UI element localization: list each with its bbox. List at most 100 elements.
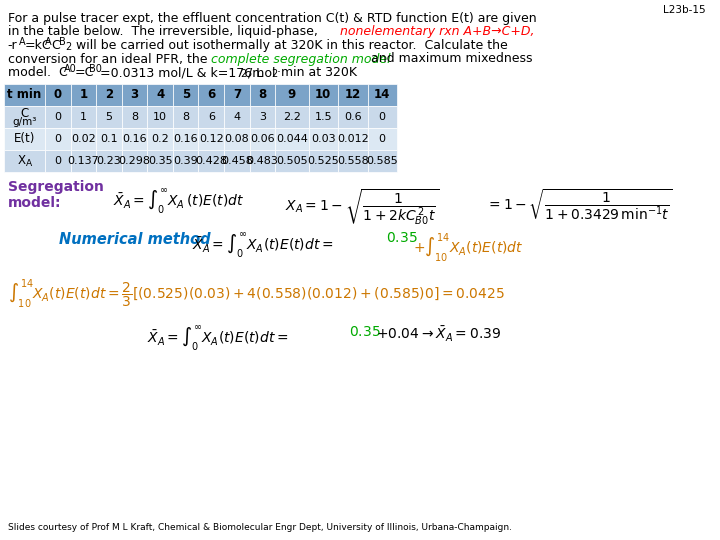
FancyBboxPatch shape: [96, 84, 122, 105]
FancyBboxPatch shape: [338, 127, 367, 150]
Text: $\bar{X}_A = \int_0^\infty X_A(t)E(t)dt = $: $\bar{X}_A = \int_0^\infty X_A(t)E(t)dt …: [148, 325, 289, 354]
FancyBboxPatch shape: [367, 150, 397, 172]
FancyBboxPatch shape: [338, 105, 367, 127]
FancyBboxPatch shape: [224, 150, 250, 172]
FancyBboxPatch shape: [122, 84, 148, 105]
FancyBboxPatch shape: [45, 127, 71, 150]
Text: 5: 5: [106, 111, 112, 122]
FancyBboxPatch shape: [148, 84, 173, 105]
Text: =C: =C: [75, 66, 94, 79]
Text: conversion for an ideal PFR, the: conversion for an ideal PFR, the: [8, 52, 212, 65]
Text: 0.02: 0.02: [71, 133, 96, 144]
Text: Segregation
model:: Segregation model:: [8, 179, 104, 210]
Text: 0.06: 0.06: [250, 133, 274, 144]
FancyBboxPatch shape: [275, 105, 309, 127]
FancyBboxPatch shape: [199, 84, 224, 105]
Text: 0.23: 0.23: [96, 156, 122, 165]
Text: 0.2: 0.2: [151, 133, 169, 144]
Text: 0: 0: [379, 133, 386, 144]
Text: E(t): E(t): [14, 132, 35, 145]
FancyBboxPatch shape: [96, 105, 122, 127]
Text: 0.35: 0.35: [148, 156, 173, 165]
Text: and maximum mixedness: and maximum mixedness: [366, 52, 532, 65]
FancyBboxPatch shape: [4, 150, 45, 172]
Text: 1: 1: [80, 111, 87, 122]
Text: 0.16: 0.16: [174, 133, 198, 144]
Text: 2.2: 2.2: [283, 111, 301, 122]
FancyBboxPatch shape: [199, 105, 224, 127]
Text: 0.483: 0.483: [246, 156, 279, 165]
Text: 10: 10: [153, 111, 167, 122]
Text: 0.505: 0.505: [276, 156, 307, 165]
FancyBboxPatch shape: [45, 84, 71, 105]
FancyBboxPatch shape: [96, 150, 122, 172]
Text: 0.03: 0.03: [311, 133, 336, 144]
Text: 0: 0: [55, 156, 61, 165]
Text: 2: 2: [271, 69, 277, 79]
FancyBboxPatch shape: [338, 150, 367, 172]
Text: g/m³: g/m³: [12, 117, 37, 127]
FancyBboxPatch shape: [122, 105, 148, 127]
Text: 8: 8: [182, 111, 189, 122]
Text: 4: 4: [233, 111, 240, 122]
Text: A: A: [45, 37, 52, 47]
Text: $+ 0.04 \rightarrow \bar{X}_A = 0.39$: $+ 0.04 \rightarrow \bar{X}_A = 0.39$: [377, 325, 502, 344]
Text: t min: t min: [7, 88, 42, 101]
Text: C: C: [20, 107, 29, 120]
Text: 0.298: 0.298: [119, 156, 150, 165]
Text: 9: 9: [288, 88, 296, 101]
FancyBboxPatch shape: [250, 150, 275, 172]
Text: A: A: [19, 37, 25, 47]
Text: 3: 3: [259, 111, 266, 122]
FancyBboxPatch shape: [148, 127, 173, 150]
Text: 0.6: 0.6: [344, 111, 361, 122]
Text: 1.5: 1.5: [315, 111, 332, 122]
Text: X: X: [17, 154, 26, 167]
Text: 6: 6: [207, 88, 215, 101]
Text: $0.35$: $0.35$: [348, 325, 380, 339]
Text: 0: 0: [55, 111, 61, 122]
Text: =0.0313 mol/L & k=176 L: =0.0313 mol/L & k=176 L: [100, 66, 264, 79]
FancyBboxPatch shape: [250, 105, 275, 127]
FancyBboxPatch shape: [367, 84, 397, 105]
FancyBboxPatch shape: [4, 84, 45, 105]
Text: 8: 8: [131, 111, 138, 122]
Text: Slides courtesy of Prof M L Kraft, Chemical & Biomolecular Engr Dept, University: Slides courtesy of Prof M L Kraft, Chemi…: [8, 523, 512, 532]
Text: 0.558: 0.558: [337, 156, 369, 165]
Text: 5: 5: [181, 88, 190, 101]
FancyBboxPatch shape: [275, 84, 309, 105]
FancyBboxPatch shape: [250, 127, 275, 150]
Text: 2: 2: [65, 42, 71, 52]
FancyBboxPatch shape: [224, 127, 250, 150]
FancyBboxPatch shape: [199, 127, 224, 150]
Text: L23b-15: L23b-15: [663, 5, 706, 15]
FancyBboxPatch shape: [173, 127, 199, 150]
FancyBboxPatch shape: [199, 150, 224, 172]
Text: B: B: [59, 37, 66, 47]
Text: 10: 10: [315, 88, 331, 101]
FancyBboxPatch shape: [309, 84, 338, 105]
FancyBboxPatch shape: [71, 150, 96, 172]
Text: 2: 2: [105, 88, 113, 101]
Text: 0.012: 0.012: [337, 133, 369, 144]
Text: 12: 12: [345, 88, 361, 101]
Text: 0.1: 0.1: [100, 133, 118, 144]
Text: 0.044: 0.044: [276, 133, 307, 144]
Text: 0: 0: [55, 133, 61, 144]
Text: nonelementary rxn A+B→C+D,: nonelementary rxn A+B→C+D,: [340, 25, 534, 38]
Text: 6: 6: [208, 111, 215, 122]
Text: $0.35$: $0.35$: [386, 232, 418, 246]
Text: complete segregation model: complete segregation model: [211, 52, 391, 65]
Text: ·min at 320K: ·min at 320K: [277, 66, 357, 79]
FancyBboxPatch shape: [148, 105, 173, 127]
Text: /mol: /mol: [248, 66, 275, 79]
Text: 0.16: 0.16: [122, 133, 147, 144]
Text: For a pulse tracer expt, the effluent concentration C(t) & RTD function E(t) are: For a pulse tracer expt, the effluent co…: [8, 12, 536, 25]
FancyBboxPatch shape: [338, 84, 367, 105]
FancyBboxPatch shape: [148, 150, 173, 172]
Text: 0.39: 0.39: [174, 156, 198, 165]
Text: =kC: =kC: [24, 39, 51, 52]
Text: -r: -r: [8, 39, 17, 52]
FancyBboxPatch shape: [173, 150, 199, 172]
FancyBboxPatch shape: [45, 150, 71, 172]
